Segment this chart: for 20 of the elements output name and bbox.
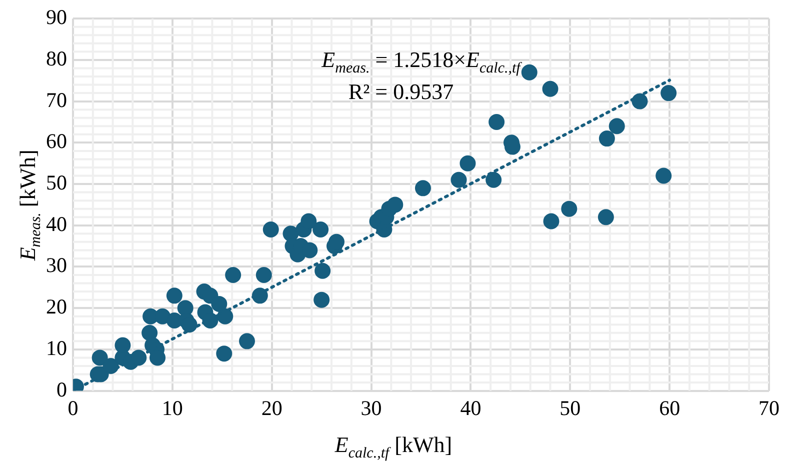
x-tick-label: 10 xyxy=(162,396,183,420)
y-tick-label: 80 xyxy=(46,46,67,70)
y-tick-label: 50 xyxy=(46,170,67,195)
y-tick-label: 20 xyxy=(46,294,67,319)
y-tick-label: 70 xyxy=(46,88,67,112)
x-tick-label: 70 xyxy=(758,396,780,420)
y-tick-label: 10 xyxy=(46,336,67,360)
x-tick-label: 40 xyxy=(460,396,482,420)
x-tick-label: 50 xyxy=(560,396,581,420)
y-tick-label: 40 xyxy=(46,212,67,236)
y-tick-label: 60 xyxy=(46,129,67,154)
annotation: E$_{meas.}$ = 1.2518×E$_{calc.,tf}$ xyxy=(322,46,520,77)
y-tick-label: 0 xyxy=(56,377,67,402)
x-axis-title: E$_{calc.,tf}$ [kWh] xyxy=(334,432,454,462)
annotation: R² = 0.9537 xyxy=(348,78,454,105)
x-tick-label: 20 xyxy=(261,396,282,420)
y-tick-label: 30 xyxy=(46,253,67,278)
x-tick-label: 60 xyxy=(659,396,680,420)
x-tick-label: 30 xyxy=(360,396,382,420)
y-tick-label: 90 xyxy=(46,5,67,30)
